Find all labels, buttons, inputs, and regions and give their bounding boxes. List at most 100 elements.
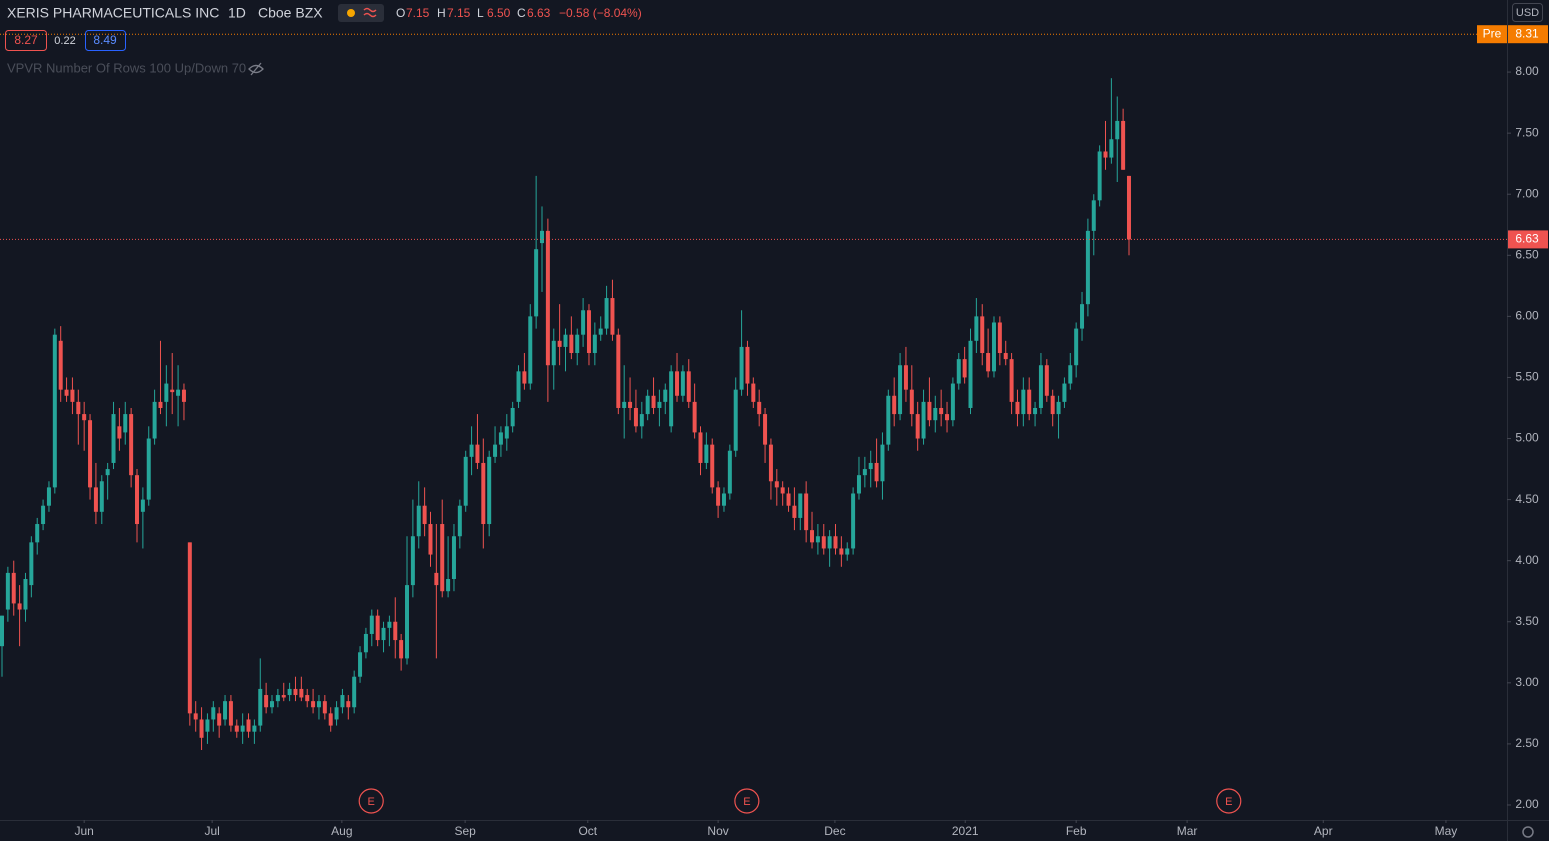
- candle-body: [1015, 401, 1020, 415]
- candle-body: [498, 432, 503, 445]
- candle-body: [862, 469, 867, 476]
- candle-body: [933, 407, 938, 421]
- candle-body: [962, 359, 967, 378]
- ask-box[interactable]: [85, 30, 126, 51]
- candle-body: [645, 395, 650, 415]
- session-icons[interactable]: [338, 4, 384, 22]
- candle-body: [17, 603, 22, 610]
- candle-body: [1126, 175, 1131, 240]
- candle-body: [140, 499, 145, 512]
- candle-body: [111, 414, 116, 463]
- earnings-label: E: [743, 796, 750, 808]
- candle-body: [158, 401, 163, 408]
- candle-body: [135, 475, 139, 525]
- hide-icon[interactable]: [248, 62, 264, 76]
- candle-body: [287, 688, 292, 696]
- legend-value: 7.15: [406, 6, 430, 20]
- candle-body: [986, 353, 991, 372]
- x-tick-label: Aug: [331, 824, 352, 838]
- candle-body: [117, 426, 122, 439]
- candle-body: [1009, 359, 1014, 402]
- candle-body: [46, 487, 51, 506]
- candle-body: [264, 695, 269, 708]
- candle-body: [698, 432, 703, 463]
- legend-label: H: [437, 6, 446, 20]
- candle-body: [586, 310, 591, 354]
- currency[interactable]: USD: [1516, 7, 1539, 19]
- interval[interactable]: 1D: [228, 5, 246, 21]
- candle-body: [610, 298, 615, 335]
- candle-body: [657, 401, 662, 408]
- candle-body: [205, 719, 210, 732]
- exchange[interactable]: Cboe BZX: [258, 5, 323, 21]
- candle-body: [704, 444, 709, 463]
- candle-body: [774, 481, 779, 488]
- candle-body: [598, 328, 603, 335]
- candle-body: [909, 389, 914, 415]
- candle-body: [974, 316, 979, 341]
- candle-body: [299, 688, 304, 698]
- bid-box[interactable]: [5, 30, 47, 51]
- candle-body: [105, 469, 110, 476]
- candle-body: [170, 389, 175, 393]
- bid[interactable]: 8.27: [14, 33, 38, 47]
- premarket-price-box: [1508, 25, 1548, 44]
- candle-body: [5, 572, 10, 610]
- candle-body: [440, 524, 445, 592]
- candle-body: [428, 524, 433, 555]
- settings-icon[interactable]: [1522, 826, 1534, 838]
- candle-body: [193, 713, 198, 720]
- candle-body: [475, 444, 480, 463]
- candle-body: [1074, 328, 1079, 366]
- candle-body: [921, 401, 926, 439]
- candle-body: [99, 481, 104, 512]
- candle-body: [88, 420, 93, 488]
- candle-body: [768, 444, 773, 482]
- candle-body: [234, 725, 239, 732]
- candle-body: [510, 407, 515, 427]
- y-tick-label: 4.00: [1515, 553, 1539, 567]
- premarket-tag: Pre: [1483, 26, 1502, 40]
- y-tick-label: 2.50: [1515, 736, 1539, 750]
- x-tick-label: Mar: [1177, 824, 1198, 838]
- candle-body: [469, 444, 474, 457]
- candle-body: [686, 371, 691, 402]
- delay-icon: [363, 7, 377, 18]
- candle-body: [275, 695, 280, 702]
- legend-label: O: [396, 6, 405, 20]
- symbol-title[interactable]: XERIS PHARMACEUTICALS INC: [7, 5, 219, 21]
- candle-body: [1121, 120, 1126, 170]
- candle-body: [739, 346, 744, 390]
- candle-body: [616, 334, 621, 408]
- ask[interactable]: 8.49: [93, 33, 117, 47]
- legend-value: 6.50: [487, 6, 511, 20]
- candle-body: [663, 389, 668, 402]
- y-tick-label: 3.00: [1515, 675, 1539, 689]
- candle-body: [328, 713, 333, 726]
- y-tick-label: 5.50: [1515, 370, 1539, 384]
- candle-body: [240, 725, 245, 732]
- y-tick-label: 6.50: [1515, 247, 1539, 261]
- x-tick-label: Nov: [707, 824, 728, 838]
- candle-body: [316, 701, 321, 708]
- candle-body: [363, 633, 368, 653]
- candle-body: [1062, 383, 1067, 402]
- candle-body: [751, 383, 756, 402]
- candle-body: [1115, 120, 1120, 140]
- candle-body: [381, 627, 386, 641]
- candle-body: [804, 493, 809, 531]
- candle-body: [1050, 395, 1055, 415]
- candle-body: [727, 450, 732, 494]
- candle-body: [123, 414, 128, 433]
- candle-body: [1097, 151, 1102, 201]
- candle-body: [1021, 389, 1026, 415]
- candle-body: [534, 249, 539, 317]
- earnings-label: E: [1225, 796, 1232, 808]
- candle-body: [1033, 407, 1038, 415]
- indicator-label[interactable]: VPVR Number Of Rows 100 Up/Down 70: [7, 60, 246, 75]
- candle-body: [1091, 200, 1096, 231]
- candle-body: [997, 322, 1002, 354]
- currency-box[interactable]: [1512, 3, 1543, 22]
- candle-body: [569, 334, 574, 354]
